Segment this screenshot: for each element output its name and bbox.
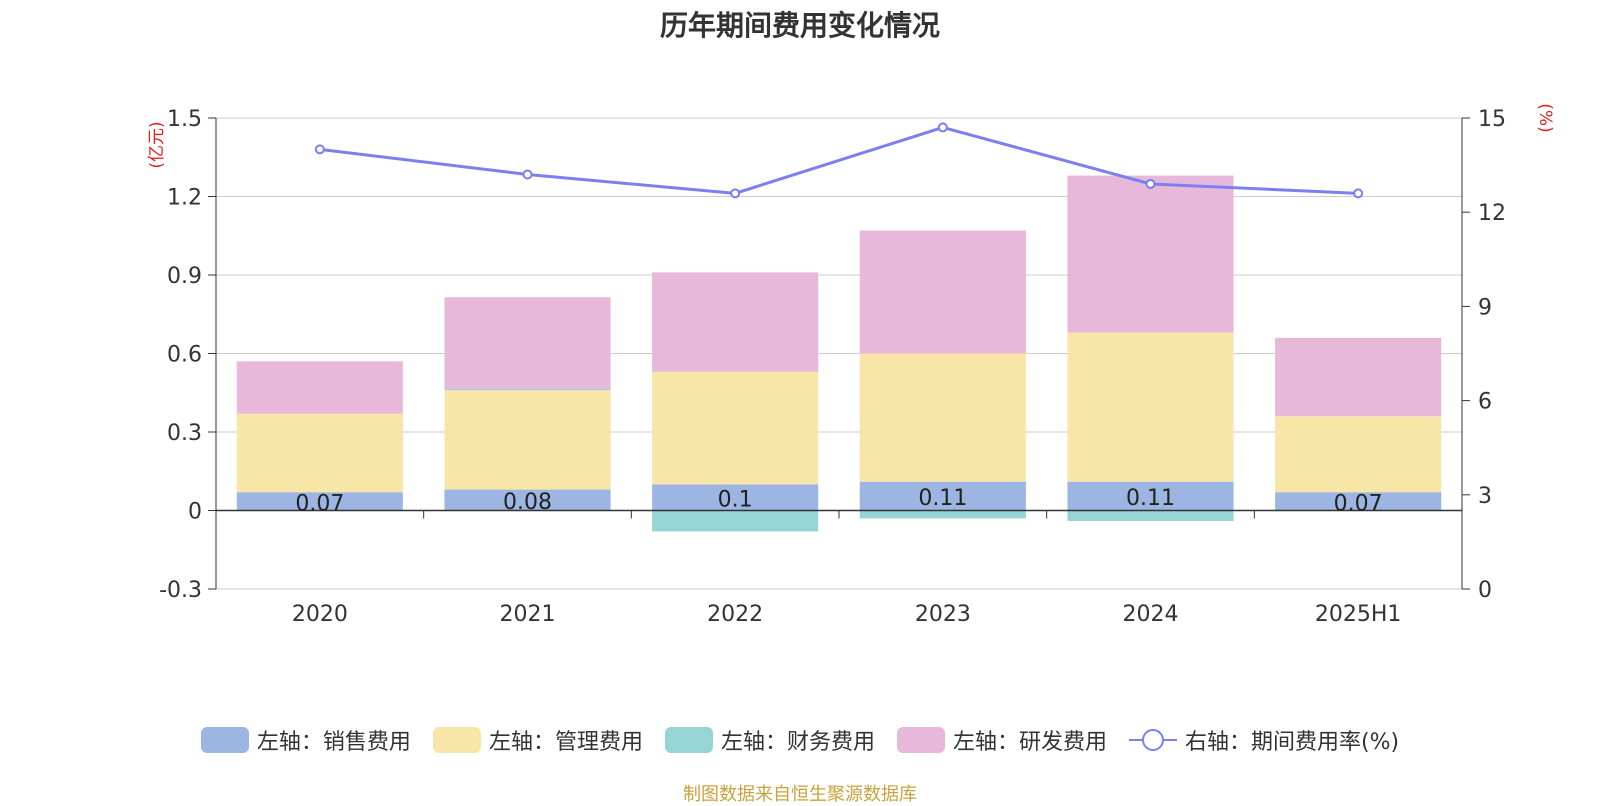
bar-segment (652, 484, 819, 511)
rate-line-point (522, 169, 533, 180)
right-axis-tick-label: 9 (1478, 295, 1492, 320)
bar-segment (236, 361, 403, 414)
x-axis-tick-label: 2024 (1123, 602, 1179, 627)
bar-segment (1275, 337, 1442, 417)
bar-segment (652, 272, 819, 372)
bar-segment (1067, 175, 1234, 333)
legend-item[interactable]: 右轴：期间费用率(%) (1128, 724, 1400, 756)
rate-line (314, 122, 1364, 199)
legend-swatch (200, 727, 249, 753)
legend-swatch (432, 727, 481, 753)
rate-line-point (1353, 188, 1364, 199)
bar-segment (1067, 332, 1234, 482)
chart-plot: -0.3 0 0.3 0.6 0.9 1.2 1.5 0 3 6 9 12 15 2020 2021 2022… (147, 103, 1555, 627)
left-axis-unit: (亿元) (147, 121, 167, 168)
bar-segment (1275, 492, 1442, 511)
legend-label: 左轴：销售费用 (256, 730, 411, 755)
bar-segment (1067, 481, 1234, 511)
bar-data-label: 0.08 (503, 490, 552, 515)
bar-segment (859, 510, 1026, 519)
left-axis-tick-label: 0.6 (167, 343, 202, 368)
right-axis-tick-label: 3 (1478, 484, 1492, 509)
bar-segment (236, 492, 403, 511)
rate-line-point (1145, 178, 1156, 189)
gridlines (216, 117, 1462, 590)
data-labels: 0.07 0.08 0.1 0.11 0.11 0.07 (295, 486, 1382, 516)
right-axis-tick-label: 0 (1478, 578, 1492, 603)
legend-swatch (896, 727, 945, 753)
bar-segment (859, 230, 1026, 354)
x-axis-tick-label: 2021 (500, 602, 556, 627)
bar-segment (859, 353, 1026, 482)
bar-data-label: 0.07 (1334, 491, 1383, 516)
left-axis-tick-label: 1.5 (167, 107, 202, 132)
right-axis-unit: (%) (1535, 103, 1555, 132)
legend-label: 左轴：管理费用 (488, 730, 643, 755)
x-axis-tick-label: 2022 (707, 602, 763, 627)
legend-line-marker (1128, 729, 1177, 751)
rate-line-path (319, 125, 1359, 195)
bar-segment (1275, 416, 1442, 493)
legend-label: 左轴：研发费用 (952, 730, 1107, 755)
x-axis-tick-label: 2020 (292, 602, 348, 627)
legend-item[interactable]: 左轴：管理费用 (432, 724, 643, 756)
x-axis-tick-label: 2023 (915, 602, 971, 627)
right-axis-tick-label: 6 (1478, 390, 1492, 415)
left-axis-tick-label: 0.9 (167, 264, 202, 289)
bar-segment (1067, 510, 1234, 521)
left-axis-tick-label: -0.3 (159, 578, 202, 603)
right-axis-tick-label: 15 (1478, 107, 1506, 132)
bar-segment (859, 481, 1026, 511)
left-axis-tick-label: 0 (188, 500, 202, 525)
legend-item[interactable]: 左轴：销售费用 (200, 724, 411, 756)
source-note: 制图数据来自恒生聚源数据库 (683, 784, 917, 805)
legend-swatch (664, 727, 713, 753)
left-axis-tick-label: 0.3 (167, 421, 202, 446)
bars (236, 175, 1442, 532)
legend: 左轴：销售费用 左轴：管理费用 左轴：财务费用 左轴：研发费用 右轴：期间费用率(%) (0, 720, 1600, 760)
legend-item[interactable]: 左轴：研发费用 (896, 724, 1107, 756)
left-axis-tick-label: 1.2 (167, 186, 202, 211)
bar-segment (652, 510, 819, 532)
bar-segment (444, 489, 611, 511)
legend-item[interactable]: 左轴：财务费用 (664, 724, 875, 756)
legend-label: 右轴：期间费用率(%) (1184, 730, 1400, 755)
bar-segment (444, 297, 611, 389)
axes: -0.3 0 0.3 0.6 0.9 1.2 1.5 0 3 6 9 12 15 2020 2021 2022… (159, 107, 1506, 627)
bar-segment (652, 371, 819, 485)
bar-data-label: 0.1 (718, 487, 753, 512)
bar-segment (236, 413, 403, 493)
x-axis-tick-label: 2025H1 (1315, 602, 1402, 627)
rate-line-point (314, 144, 325, 155)
rate-line-point (937, 122, 948, 133)
bar-data-label: 0.11 (1126, 486, 1175, 511)
rate-line-point (730, 188, 741, 199)
legend-label: 左轴：财务费用 (720, 730, 875, 755)
chart-title: 历年期间费用变化情况 (659, 9, 940, 42)
bar-data-label: 0.07 (295, 491, 344, 516)
bar-data-label: 0.11 (918, 486, 967, 511)
bar-segment (444, 388, 611, 391)
right-axis-tick-label: 12 (1478, 201, 1506, 226)
bar-segment (444, 390, 611, 490)
